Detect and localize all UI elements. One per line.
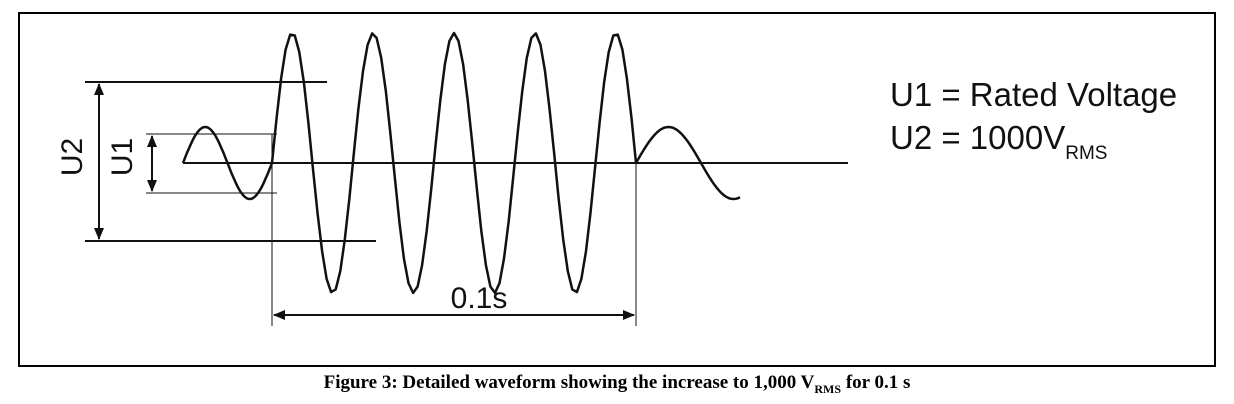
legend-u2-value: U2 = 1000VRMS — [890, 121, 1107, 163]
figure-frame — [18, 12, 1216, 367]
voltage-waveform — [181, 31, 741, 295]
u2-label: U2 — [56, 138, 89, 176]
caption-text: Figure 3: Detailed waveform showing the … — [323, 372, 815, 393]
legend-u2-subscript: RMS — [1065, 143, 1108, 164]
legend-rated-voltage: U1 = Rated Voltage — [890, 76, 1178, 113]
caption-subscript: RMS — [814, 381, 842, 396]
figure-caption: Figure 3: Detailed waveform showing the … — [0, 372, 1234, 397]
caption-text-end: for 0.1 s — [841, 372, 911, 393]
legend-u2-text: U2 = 1000V — [890, 119, 1066, 156]
u1-label: U1 — [106, 138, 139, 176]
